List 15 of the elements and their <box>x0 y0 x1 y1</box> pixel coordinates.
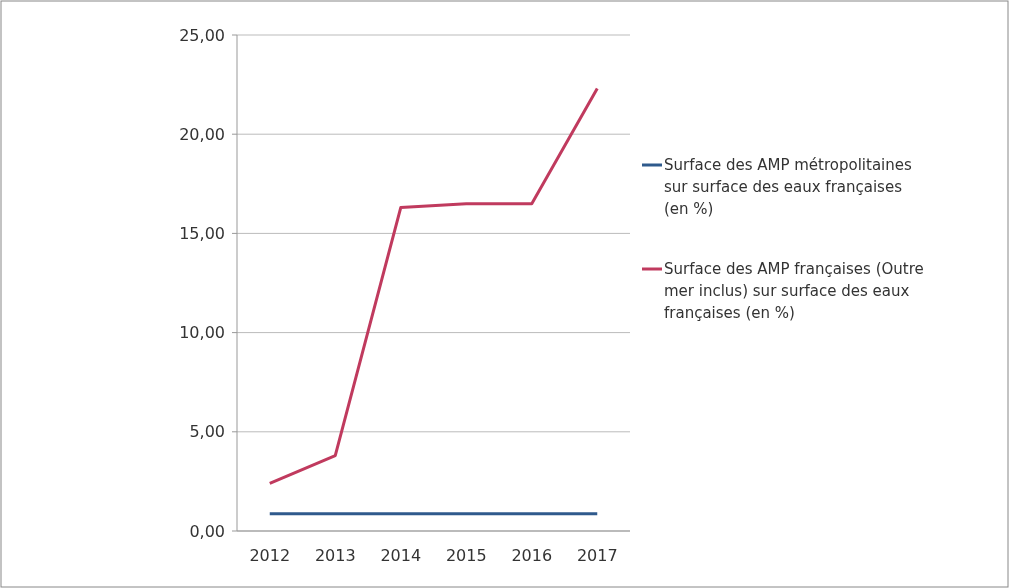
x-tick-label: 2017 <box>576 546 618 565</box>
x-tick-label: 2012 <box>249 546 291 565</box>
y-tick-label: 10,00 <box>179 323 225 343</box>
x-tick-label: 2013 <box>314 546 356 565</box>
line-series <box>268 87 599 485</box>
x-tick-label: 2015 <box>445 546 487 565</box>
legend-label: Surface des AMP françaises (Outre mer inclus) sur surface des eaux françaises (en %) <box>664 260 924 322</box>
y-tick-label: 0,00 <box>189 521 225 541</box>
legend-label: Surface des AMP métropolitaines sur surface des eaux françaises (en %) <box>664 156 913 218</box>
x-tick-label: 2014 <box>380 546 422 565</box>
y-tick-label: 25,00 <box>179 25 225 45</box>
y-tick-label: 20,00 <box>179 124 225 144</box>
y-tick-label: 5,00 <box>189 422 225 442</box>
y-tick-label: 15,00 <box>179 224 225 243</box>
x-tick-label: 2016 <box>511 546 553 565</box>
